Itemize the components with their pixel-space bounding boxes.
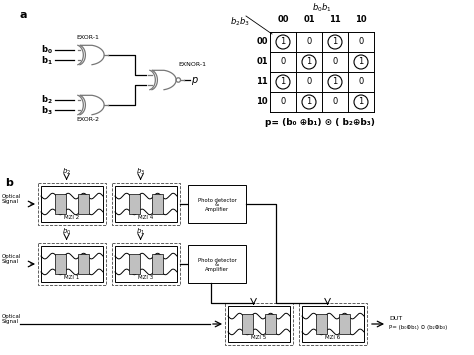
Text: 1: 1 [281,77,286,87]
Text: 01: 01 [256,58,268,66]
Text: 0: 0 [306,38,311,47]
Text: 0: 0 [281,98,286,106]
Text: 0: 0 [358,77,364,87]
Bar [152,194,164,214]
Bar [112,183,180,225]
Text: $b_0b_1$: $b_0b_1$ [312,1,332,13]
Text: $\mathbf{b_0}$: $\mathbf{b_0}$ [41,43,53,56]
Bar [188,245,246,283]
Text: $b_1$: $b_1$ [136,227,145,237]
Text: 1: 1 [358,98,364,106]
Bar [115,246,177,282]
Text: 11: 11 [329,15,341,24]
Text: $\mathbf{b_3}$: $\mathbf{b_3}$ [41,104,53,117]
Text: 1: 1 [332,38,337,47]
Text: EXOR-1: EXOR-1 [77,35,100,40]
Text: DUT: DUT [389,316,402,321]
Text: 0: 0 [281,58,286,66]
Text: $\mathbf{b_1}$: $\mathbf{b_1}$ [41,54,53,67]
Text: 1: 1 [306,98,311,106]
Text: p= (b₀ ⊕b₁) ⊙ ( b₂⊕b₃): p= (b₀ ⊕b₁) ⊙ ( b₂⊕b₃) [265,118,375,127]
Text: p: p [191,75,198,85]
Text: 01: 01 [303,15,315,24]
Bar [316,314,327,334]
Bar [228,306,290,342]
Bar [78,254,90,274]
Text: a: a [20,10,27,20]
Bar [265,314,276,334]
Bar [299,303,367,345]
Text: &: & [215,262,219,268]
Bar [78,194,90,214]
Text: &: & [215,202,219,208]
Bar [242,314,253,334]
Text: Optical
Signal: Optical Signal [2,193,21,204]
Bar [128,254,140,274]
Text: 1: 1 [306,58,311,66]
Bar [339,314,350,334]
Text: 11: 11 [256,77,268,87]
Bar [55,254,66,274]
Text: 00: 00 [277,15,289,24]
Text: 1: 1 [332,77,337,87]
Text: MZI 4: MZI 4 [138,215,154,220]
Text: 0: 0 [358,38,364,47]
Text: $b_0$: $b_0$ [62,227,71,237]
Text: P= (b₀⊕b₁) ⊙ (b₂⊕b₃): P= (b₀⊕b₁) ⊙ (b₂⊕b₃) [389,326,447,331]
Bar [115,186,177,222]
Text: Optical
Signal: Optical Signal [2,313,21,324]
Text: Amplifier: Amplifier [205,268,229,273]
Text: EXOR-2: EXOR-2 [76,117,100,122]
Bar [112,243,180,285]
Polygon shape [80,45,104,65]
Text: MZI 6: MZI 6 [325,335,341,340]
Text: MZI 2: MZI 2 [64,215,80,220]
Bar [38,183,106,225]
Text: 0: 0 [332,98,337,106]
Text: MZI 5: MZI 5 [251,335,266,340]
Text: 0: 0 [332,58,337,66]
Text: $b_2b_3$: $b_2b_3$ [230,15,250,27]
Text: Photo detector: Photo detector [198,197,237,202]
Text: Photo detector: Photo detector [198,257,237,262]
Bar [41,246,103,282]
Text: $\mathbf{b_2}$: $\mathbf{b_2}$ [41,93,53,106]
Text: MZI 1: MZI 1 [64,275,80,280]
Text: b: b [5,178,13,188]
Text: 0: 0 [306,77,311,87]
Text: 1: 1 [358,58,364,66]
Polygon shape [80,95,104,115]
Bar [152,254,164,274]
Text: Optical
Signal: Optical Signal [2,253,21,264]
Bar [38,243,106,285]
Text: Amplifier: Amplifier [205,208,229,213]
Text: 10: 10 [355,15,367,24]
Bar [302,306,364,342]
Text: 1: 1 [281,38,286,47]
Polygon shape [152,70,176,90]
Text: 10: 10 [256,98,268,106]
Bar [188,185,246,223]
Bar [41,186,103,222]
Bar [55,194,66,214]
Text: $b_2$: $b_2$ [62,167,71,177]
Text: MZI 3: MZI 3 [138,275,154,280]
Bar [128,194,140,214]
Text: EXNOR-1: EXNOR-1 [178,62,206,67]
Text: $b_3$: $b_3$ [136,167,145,177]
Bar [225,303,293,345]
Text: 00: 00 [256,38,268,47]
